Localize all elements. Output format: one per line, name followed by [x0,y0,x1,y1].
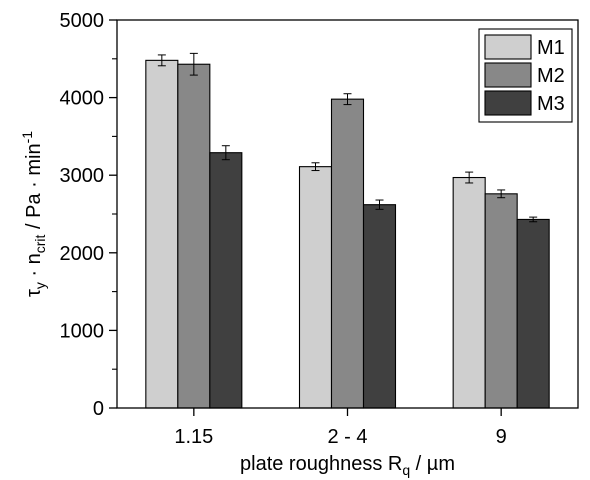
x-tick-label: 9 [496,426,507,448]
bar-m1 [452,176,486,409]
legend-swatch-m3 [484,90,532,116]
y-tick-label: 0 [93,398,104,420]
y-tick-label: 5000 [60,10,105,32]
bar-m2 [177,63,211,409]
legend-swatch-m1 [484,34,532,60]
bar-m3 [362,204,397,409]
x-tick-label: 1.15 [174,426,213,448]
bar-m1 [145,59,179,409]
plot-frame [116,19,579,409]
y-axis-ticks: 0 1000 2000 3000 4000 5000 [60,10,117,420]
legend-swatch-m2 [484,62,532,88]
legend-label: M1 [537,37,565,59]
bar-m2 [484,193,518,409]
bar-m1 [298,166,333,409]
y-axis-label: τy · ncrit / Pa · min-1 [19,131,48,297]
x-axis-label: plate roughness Rq / µm [240,453,455,478]
bar-m3 [209,152,243,409]
x-tick-label: 2 - 4 [327,426,367,448]
y-tick-label: 3000 [60,165,105,187]
legend-label: M2 [537,65,565,87]
error-bars [157,52,538,223]
bar-m3 [516,218,550,409]
y-tick-label: 4000 [60,88,105,110]
legend-label: M3 [537,93,565,115]
y-tick-label: 2000 [60,243,105,265]
bar-m2 [330,98,365,409]
x-axis-ticks: 1.15 2 - 4 9 [174,408,507,448]
bars [145,59,550,409]
y-tick-label: 1000 [60,320,105,342]
legend: M1 M2 M3 [478,28,573,123]
